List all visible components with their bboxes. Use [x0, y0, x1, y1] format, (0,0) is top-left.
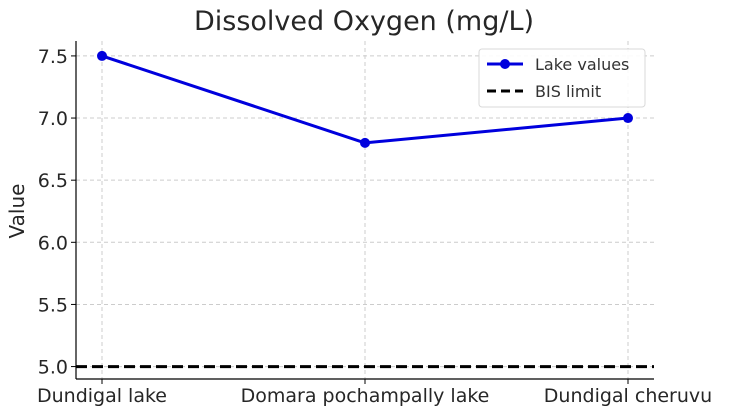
y-tick-label: 5.0: [38, 357, 68, 379]
x-tick-label: Dundigal lake: [37, 385, 167, 407]
legend-marker-lake-values: [500, 59, 510, 69]
data-point-2: [623, 113, 633, 124]
y-axis-label: Value: [5, 184, 29, 239]
y-tick-label: 6.5: [38, 170, 68, 192]
chart-title: Dissolved Oxygen (mg/L): [194, 6, 534, 37]
series-layer: [97, 50, 633, 148]
legend-label-lake-values: Lake values: [535, 55, 629, 74]
y-tick-label: 6.0: [38, 232, 68, 254]
tick-labels: 5.0 5.5 6.0 6.5 7.0 7.5 Dundigal lake Domara po…: [37, 46, 712, 407]
data-point-1: [360, 137, 370, 148]
data-point-0: [97, 50, 107, 61]
y-tick-label: 7.5: [38, 46, 68, 68]
y-tick-label: 7.0: [38, 108, 68, 130]
x-tick-label: Domara pochampally lake: [241, 385, 490, 407]
axes: [71, 41, 654, 384]
legend-label-bis-limit: BIS limit: [535, 82, 601, 101]
x-tick-label: Dundigal cheruvu: [544, 385, 712, 407]
y-tick-label: 5.5: [38, 294, 68, 316]
legend: Lake values BIS limit: [478, 48, 646, 108]
